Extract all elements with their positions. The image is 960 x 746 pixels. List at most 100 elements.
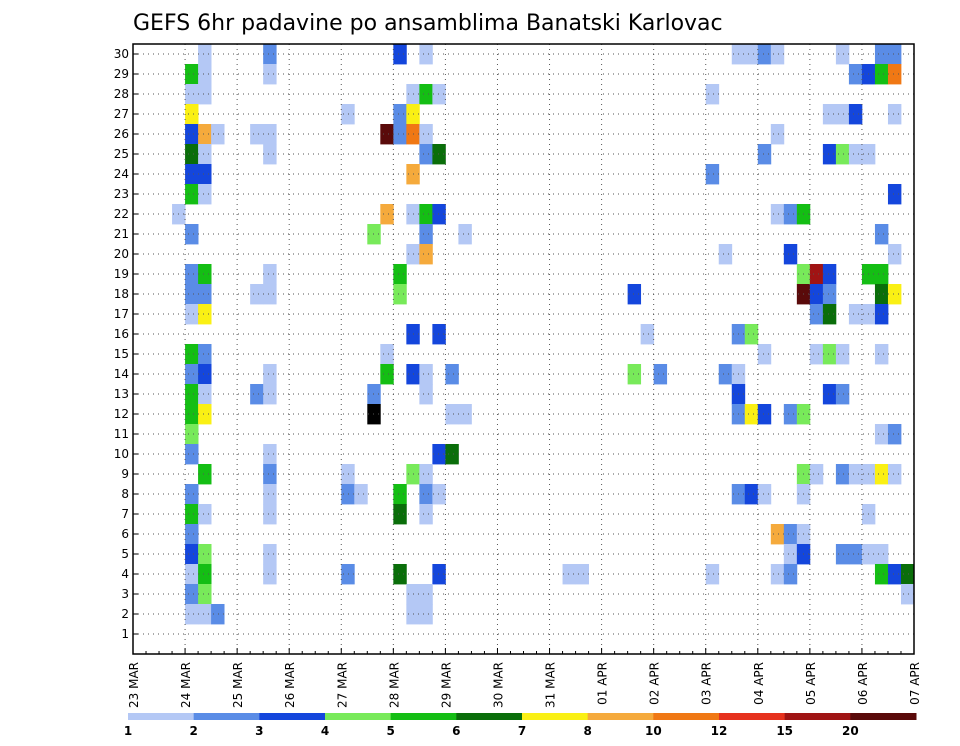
heatmap-cell xyxy=(848,144,863,165)
heatmap-cell xyxy=(809,464,824,485)
heatmap-cell xyxy=(185,144,199,165)
heatmap-cell xyxy=(263,124,277,145)
heatmap-cell xyxy=(198,344,212,365)
y-tick-label: 17 xyxy=(114,307,129,321)
heatmap-cell xyxy=(874,284,889,305)
heatmap-cell xyxy=(341,564,355,585)
y-tick-label: 26 xyxy=(114,127,129,141)
heatmap-cell xyxy=(887,424,902,445)
y-tick-label: 6 xyxy=(121,527,129,541)
axes-layer: 1234567891011121314151617181920212223242… xyxy=(114,43,922,708)
heatmap-cell xyxy=(835,384,850,405)
heatmap-cell xyxy=(367,404,381,425)
heatmap-cell xyxy=(783,564,798,585)
heatmap-cell xyxy=(835,344,850,365)
legend-swatch xyxy=(522,713,589,720)
x-tick-label: 24 MAR xyxy=(179,662,193,708)
heatmap-cell xyxy=(419,384,433,405)
heatmap-cell xyxy=(185,104,199,125)
heatmap-cell xyxy=(198,464,212,485)
y-tick-label: 2 xyxy=(121,607,129,621)
heatmap-cell xyxy=(185,524,199,545)
y-tick-label: 4 xyxy=(121,567,129,581)
legend-swatch xyxy=(456,713,523,720)
heatmap-cell xyxy=(185,284,199,305)
y-tick-label: 13 xyxy=(114,387,129,401)
heatmap-cell xyxy=(874,224,889,245)
heatmap-cell xyxy=(874,424,889,445)
heatmap-cell xyxy=(770,124,785,145)
heatmap-cell xyxy=(380,204,394,225)
y-tick-label: 19 xyxy=(114,267,129,281)
heatmap-cell xyxy=(198,364,212,385)
heatmap-cell xyxy=(393,104,407,125)
heatmap-cell xyxy=(887,564,902,585)
heatmap-cell xyxy=(393,264,407,285)
heatmap-cell xyxy=(874,44,889,65)
legend-swatch xyxy=(719,713,786,720)
x-tick-label: 25 MAR xyxy=(231,662,245,708)
heatmap-cell xyxy=(874,344,889,365)
heatmap-cell xyxy=(848,544,863,565)
heatmap-cell xyxy=(198,384,212,405)
heatmap-cell xyxy=(185,304,199,325)
heatmap-cell xyxy=(419,584,433,605)
heatmap-cell xyxy=(185,184,199,205)
heatmap-cell xyxy=(263,444,277,465)
heatmap-cell xyxy=(250,384,264,405)
heatmap-cell xyxy=(211,604,225,625)
heatmap-cell xyxy=(718,364,733,385)
y-tick-label: 5 xyxy=(121,547,129,561)
heatmap-cell xyxy=(419,604,433,625)
legend-swatch xyxy=(850,713,917,720)
heatmap-cell xyxy=(367,384,381,405)
heatmap-cell xyxy=(419,204,433,225)
x-tick-label: 01 APR xyxy=(596,662,610,705)
heatmap-cell xyxy=(185,344,199,365)
heatmap-cell xyxy=(705,564,720,585)
heatmap-cell xyxy=(874,304,889,325)
x-tick-label: 26 MAR xyxy=(283,662,297,708)
x-tick-label: 06 APR xyxy=(856,662,870,705)
heatmap-cell xyxy=(198,584,212,605)
heatmap-cell xyxy=(185,264,199,285)
legend-label: 12 xyxy=(711,724,728,738)
heatmap-cell xyxy=(432,564,446,585)
y-tick-label: 23 xyxy=(114,187,129,201)
y-tick-label: 16 xyxy=(114,327,129,341)
legend-label: 1 xyxy=(124,724,132,738)
heatmap-cell xyxy=(770,524,785,545)
heatmap-cell xyxy=(822,304,837,325)
heatmap-cell xyxy=(263,44,277,65)
legend-swatch xyxy=(259,713,326,720)
heatmap-cell xyxy=(211,124,225,145)
heatmap-cell xyxy=(263,564,277,585)
heatmap-cell xyxy=(198,564,212,585)
legend-swatch xyxy=(587,713,654,720)
heatmap-cell xyxy=(263,504,277,525)
heatmap-cell xyxy=(744,324,759,345)
heatmap-cell xyxy=(887,464,902,485)
heatmap-cell xyxy=(432,484,446,505)
heatmap-cell xyxy=(653,364,668,385)
heatmap-cell xyxy=(341,464,355,485)
heatmap-cell xyxy=(874,544,889,565)
heatmap-cell xyxy=(185,124,199,145)
legend-label: 8 xyxy=(583,724,591,738)
heatmap-cell xyxy=(458,224,472,245)
heatmap-cell xyxy=(198,124,212,145)
heatmap-cell xyxy=(822,384,837,405)
legend-swatch xyxy=(193,713,260,720)
heatmap-cell xyxy=(185,424,199,445)
legend-swatch xyxy=(128,713,195,720)
heatmap-cell xyxy=(263,144,277,165)
y-tick-label: 15 xyxy=(114,347,129,361)
x-tick-label: 04 APR xyxy=(752,662,766,705)
heatmap-cell xyxy=(887,104,902,125)
y-tick-label: 8 xyxy=(121,487,129,501)
x-tick-label: 31 MAR xyxy=(544,662,558,708)
y-tick-label: 3 xyxy=(121,587,129,601)
heatmap-cell xyxy=(783,544,798,565)
heatmap-cell xyxy=(419,224,433,245)
